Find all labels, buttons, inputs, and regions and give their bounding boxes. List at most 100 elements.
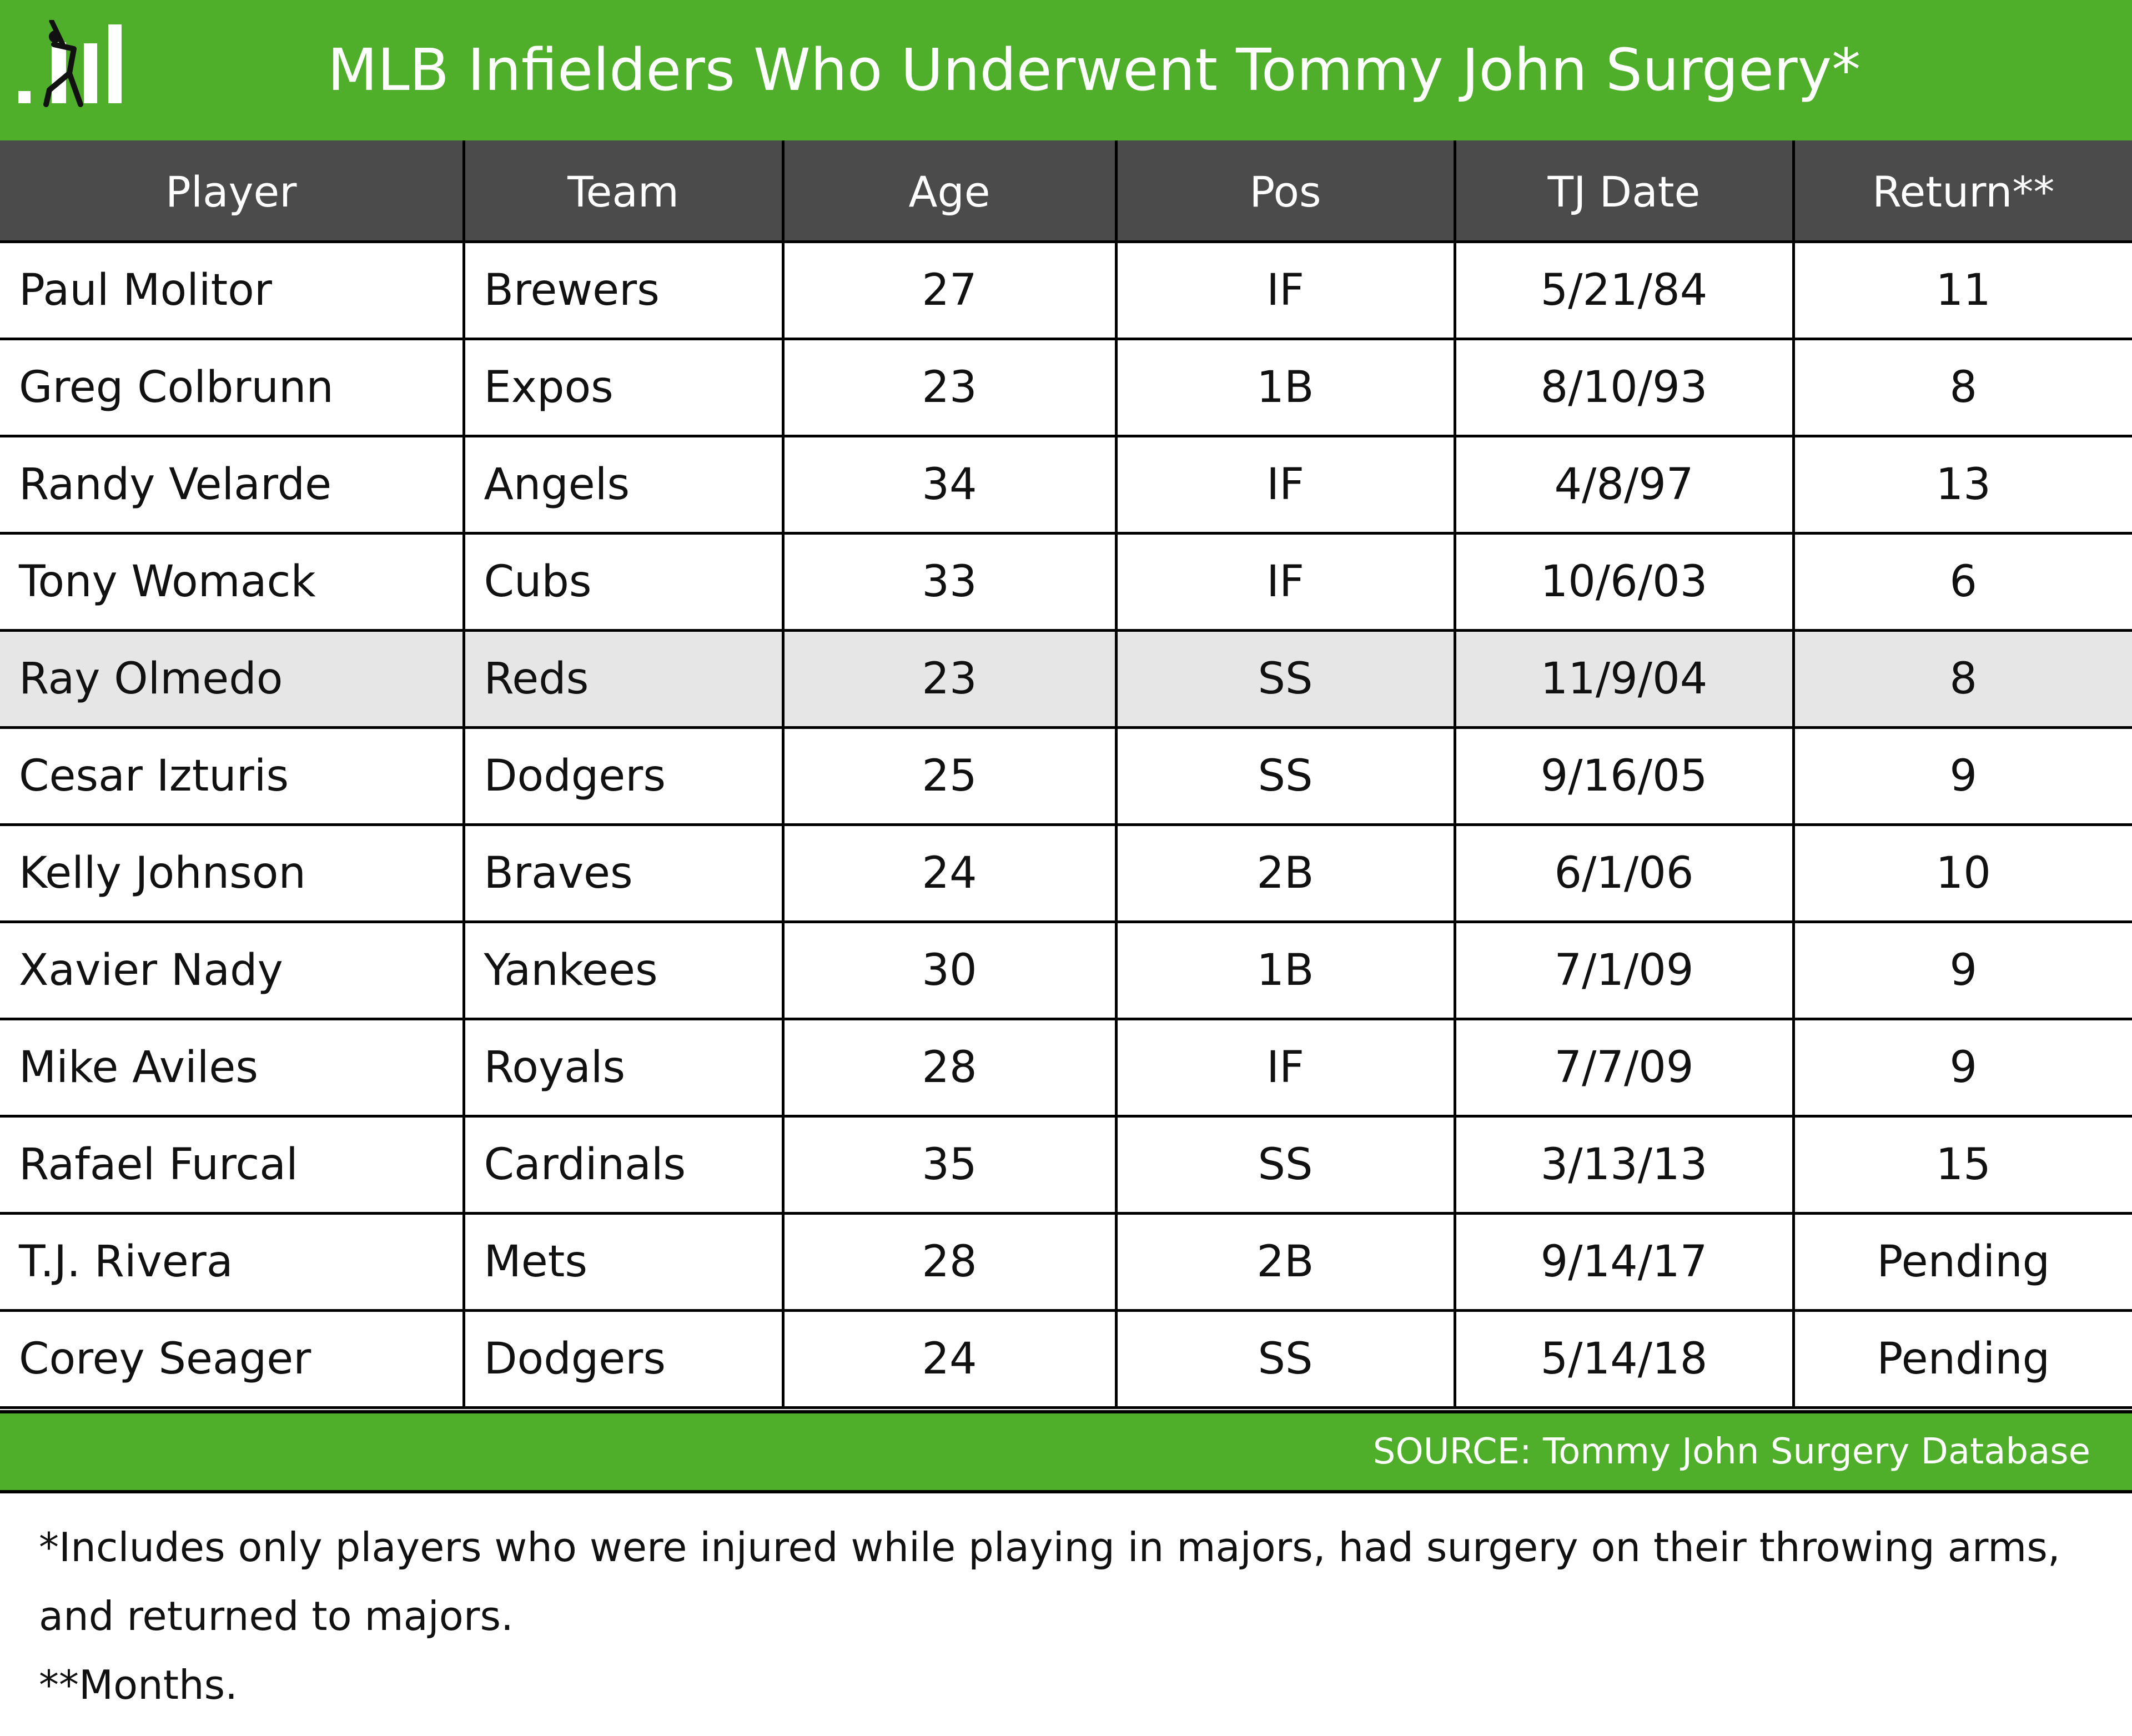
cell-return: 10 — [1792, 823, 2132, 923]
cell-tj-date: 6/1/06 — [1453, 823, 1795, 923]
cell-pos: IF — [1114, 532, 1456, 632]
cell-player: Greg Colbrunn — [0, 338, 465, 437]
cell-tj-date: 9/14/17 — [1453, 1212, 1795, 1312]
table-row: Greg Colbrunn Expos 23 1B 8/10/93 8 — [0, 338, 2132, 437]
cell-player: Tony Womack — [0, 532, 465, 632]
cell-age: 34 — [781, 435, 1118, 535]
cell-return: 9 — [1792, 1018, 2132, 1118]
cell-pos: SS — [1114, 629, 1456, 729]
source-text: SOURCE: Tommy John Surgery Database — [1372, 1431, 2090, 1472]
cell-player: Randy Velarde — [0, 435, 465, 535]
column-header-player: Player — [0, 140, 465, 242]
cell-return: 8 — [1792, 338, 2132, 437]
cell-return: 13 — [1792, 435, 2132, 535]
cell-pos: IF — [1114, 1018, 1456, 1118]
cell-age: 25 — [781, 726, 1118, 826]
table-row: Tony Womack Cubs 33 IF 10/6/03 6 — [0, 532, 2132, 632]
source-bar: SOURCE: Tommy John Surgery Database — [0, 1410, 2132, 1493]
footnote-includes: *Includes only players who were injured … — [39, 1524, 2060, 1639]
cell-age: 35 — [781, 1115, 1118, 1215]
cell-pos: IF — [1114, 240, 1456, 340]
table-row: Ray Olmedo Reds 23 SS 11/9/04 8 — [0, 629, 2132, 729]
cell-return: Pending — [1792, 1212, 2132, 1312]
table-row: Randy Velarde Angels 34 IF 4/8/97 13 — [0, 435, 2132, 535]
cell-team: Reds — [462, 629, 785, 729]
cell-player: Mike Aviles — [0, 1018, 465, 1118]
cell-player: T.J. Rivera — [0, 1212, 465, 1312]
cell-pos: 1B — [1114, 338, 1456, 437]
column-header-tj-date: TJ Date — [1453, 140, 1795, 242]
cell-pos: SS — [1114, 1115, 1456, 1215]
cell-player: Ray Olmedo — [0, 629, 465, 729]
cell-tj-date: 9/16/05 — [1453, 726, 1795, 826]
cell-tj-date: 4/8/97 — [1453, 435, 1795, 535]
cell-age: 28 — [781, 1018, 1118, 1118]
cell-age: 28 — [781, 1212, 1118, 1312]
cell-age: 24 — [781, 1309, 1118, 1409]
cell-tj-date: 3/13/13 — [1453, 1115, 1795, 1215]
cell-return: 9 — [1792, 920, 2132, 1020]
cell-team: Expos — [462, 338, 785, 437]
cell-team: Royals — [462, 1018, 785, 1118]
cell-tj-date: 5/21/84 — [1453, 240, 1795, 340]
table-body: Paul Molitor Brewers 27 IF 5/21/84 11 Greg Col… — [0, 240, 2132, 1409]
cell-tj-date: 11/9/04 — [1453, 629, 1795, 729]
cell-tj-date: 7/1/09 — [1453, 920, 1795, 1020]
cell-age: 23 — [781, 629, 1118, 729]
cell-age: 23 — [781, 338, 1118, 437]
cell-tj-date: 5/14/18 — [1453, 1309, 1795, 1409]
cell-pos: 2B — [1114, 1212, 1456, 1312]
cell-player: Cesar Izturis — [0, 726, 465, 826]
table-row: Kelly Johnson Braves 24 2B 6/1/06 10 — [0, 823, 2132, 923]
cell-team: Angels — [462, 435, 785, 535]
footnotes: *Includes only players who were injured … — [39, 1513, 2104, 1719]
table-row: Corey Seager Dodgers 24 SS 5/14/18 Pending — [0, 1309, 2132, 1409]
cell-player: Paul Molitor — [0, 240, 465, 340]
cell-return: 8 — [1792, 629, 2132, 729]
cell-player: Xavier Nady — [0, 920, 465, 1020]
cell-age: 30 — [781, 920, 1118, 1020]
batter-stats-logo-icon — [18, 20, 122, 107]
table-row: Cesar Izturis Dodgers 25 SS 9/16/05 9 — [0, 726, 2132, 826]
cell-team: Dodgers — [462, 726, 785, 826]
column-header-age: Age — [781, 140, 1118, 242]
cell-age: 27 — [781, 240, 1118, 340]
table-row: Paul Molitor Brewers 27 IF 5/21/84 11 — [0, 240, 2132, 340]
cell-team: Dodgers — [462, 1309, 785, 1409]
cell-tj-date: 7/7/09 — [1453, 1018, 1795, 1118]
cell-pos: SS — [1114, 726, 1456, 826]
cell-return: Pending — [1792, 1309, 2132, 1409]
cell-pos: SS — [1114, 1309, 1456, 1409]
cell-return: 15 — [1792, 1115, 2132, 1215]
column-header-return: Return** — [1792, 140, 2132, 242]
table-row: Xavier Nady Yankees 30 1B 7/1/09 9 — [0, 920, 2132, 1020]
table-row: Mike Aviles Royals 28 IF 7/7/09 9 — [0, 1018, 2132, 1118]
footnote-months: **Months. — [39, 1662, 238, 1708]
column-header-pos: Pos — [1114, 140, 1456, 242]
column-header-team: Team — [462, 140, 785, 242]
cell-return: 6 — [1792, 532, 2132, 632]
table-header-row: Player Team Age Pos TJ Date Return** — [0, 140, 2132, 242]
surgery-table: Player Team Age Pos TJ Date Return** Paul Mol… — [0, 140, 2132, 1409]
cell-team: Cardinals — [462, 1115, 785, 1215]
cell-pos: IF — [1114, 435, 1456, 535]
cell-pos: 1B — [1114, 920, 1456, 1020]
cell-pos: 2B — [1114, 823, 1456, 923]
cell-return: 11 — [1792, 240, 2132, 340]
cell-player: Kelly Johnson — [0, 823, 465, 923]
table-row: Rafael Furcal Cardinals 35 SS 3/13/13 15 — [0, 1115, 2132, 1215]
table-row: T.J. Rivera Mets 28 2B 9/14/17 Pending — [0, 1212, 2132, 1312]
cell-age: 33 — [781, 532, 1118, 632]
cell-tj-date: 10/6/03 — [1453, 532, 1795, 632]
cell-team: Braves — [462, 823, 785, 923]
cell-return: 9 — [1792, 726, 2132, 826]
cell-team: Mets — [462, 1212, 785, 1312]
cell-player: Corey Seager — [0, 1309, 465, 1409]
cell-age: 24 — [781, 823, 1118, 923]
cell-team: Cubs — [462, 532, 785, 632]
cell-team: Brewers — [462, 240, 785, 340]
cell-player: Rafael Furcal — [0, 1115, 465, 1215]
title-bar: MLB Infielders Who Underwent Tommy John … — [0, 0, 2132, 140]
cell-tj-date: 8/10/93 — [1453, 338, 1795, 437]
